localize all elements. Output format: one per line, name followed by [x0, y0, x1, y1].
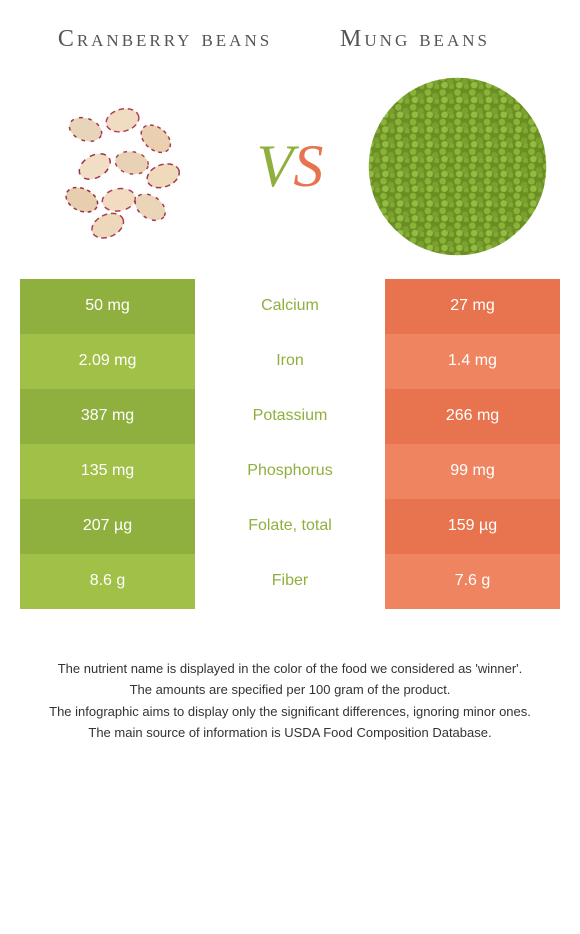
cell-nutrient-label: Iron — [195, 334, 385, 389]
footnote-line: The main source of information is USDA F… — [20, 723, 560, 743]
cell-right-value: 1.4 mg — [385, 334, 560, 389]
cranberry-beans-image — [30, 74, 215, 259]
cell-nutrient-label: Potassium — [195, 389, 385, 444]
cell-left-value: 50 mg — [20, 279, 195, 334]
mung-beans-image — [365, 74, 550, 259]
footnote-line: The amounts are specified per 100 gram o… — [20, 680, 560, 700]
cell-left-value: 135 mg — [20, 444, 195, 499]
table-row: 135 mgPhosphorus99 mg — [20, 444, 560, 499]
cell-nutrient-label: Calcium — [195, 279, 385, 334]
table-row: 8.6 gFiber7.6 g — [20, 554, 560, 609]
cell-left-value: 8.6 g — [20, 554, 195, 609]
cell-right-value: 27 mg — [385, 279, 560, 334]
footnote-line: The nutrient name is displayed in the co… — [20, 659, 560, 679]
cell-right-value: 7.6 g — [385, 554, 560, 609]
vs-s: S — [293, 133, 323, 199]
cell-right-value: 99 mg — [385, 444, 560, 499]
table-row: 50 mgCalcium27 mg — [20, 279, 560, 334]
right-title: Mung beans — [290, 25, 540, 54]
comparison-table: 50 mgCalcium27 mg2.09 mgIron1.4 mg387 mg… — [20, 279, 560, 609]
cell-left-value: 2.09 mg — [20, 334, 195, 389]
table-row: 387 mgPotassium266 mg — [20, 389, 560, 444]
footnote-line: The infographic aims to display only the… — [20, 702, 560, 722]
cell-right-value: 266 mg — [385, 389, 560, 444]
cell-right-value: 159 µg — [385, 499, 560, 554]
cell-nutrient-label: Folate, total — [195, 499, 385, 554]
footnotes: The nutrient name is displayed in the co… — [0, 609, 580, 743]
table-row: 207 µgFolate, total159 µg — [20, 499, 560, 554]
vs-v: V — [257, 133, 294, 199]
left-title: Cranberry beans — [40, 25, 290, 54]
vs-label: VS — [257, 132, 324, 201]
cell-left-value: 387 mg — [20, 389, 195, 444]
cell-nutrient-label: Fiber — [195, 554, 385, 609]
cell-nutrient-label: Phosphorus — [195, 444, 385, 499]
table-row: 2.09 mgIron1.4 mg — [20, 334, 560, 389]
cell-left-value: 207 µg — [20, 499, 195, 554]
